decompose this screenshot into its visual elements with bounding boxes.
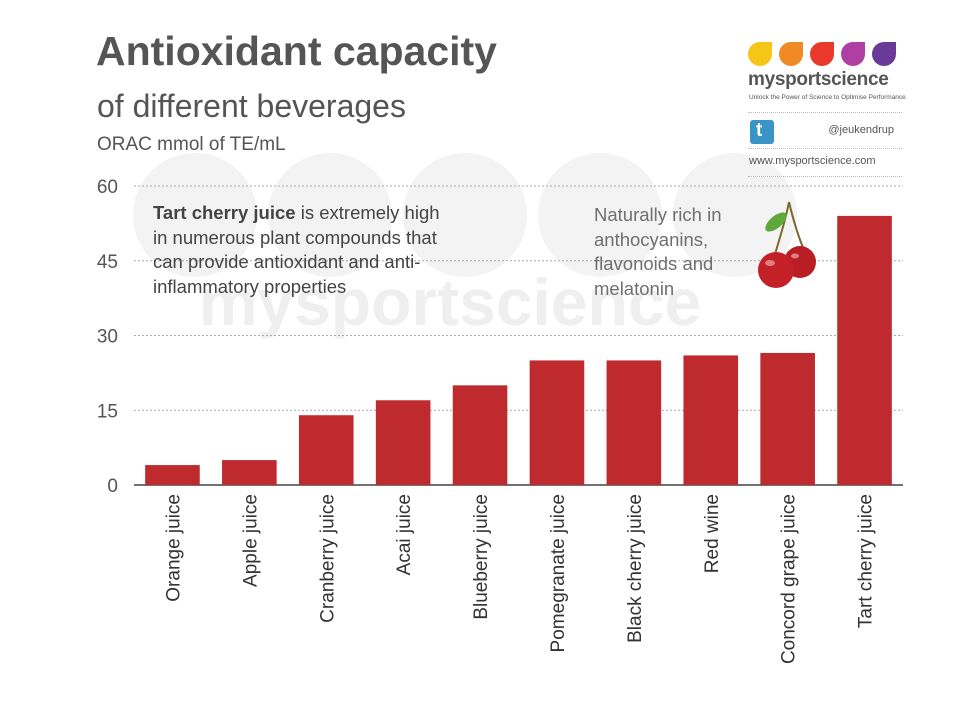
divider xyxy=(748,148,902,149)
x-tick-label: Orange juice xyxy=(163,494,184,602)
x-tick-label: Apple juice xyxy=(240,494,261,587)
bar-concord-grape-juice xyxy=(760,352,815,485)
y-tick-label: 60 xyxy=(97,177,118,198)
x-tick-label: Tart cherry juice xyxy=(856,494,877,628)
nutrient-note: Naturally rich in anthocyanins, flavonoi… xyxy=(594,204,722,299)
y-tick-label: 30 xyxy=(97,327,118,348)
x-tick-label: Acai juice xyxy=(394,494,415,575)
twitter-handle[interactable]: @jeukendrup xyxy=(828,124,894,136)
cherries-icon xyxy=(758,201,816,288)
bar-red-wine xyxy=(683,355,739,485)
brand-drop xyxy=(779,42,803,66)
website-link[interactable]: www.mysportscience.com xyxy=(749,155,876,167)
x-tick-label: Concord grape juice xyxy=(779,494,800,664)
bar-black-cherry-juice xyxy=(606,360,662,485)
brand-drop xyxy=(748,42,772,66)
divider xyxy=(748,176,902,177)
divider xyxy=(748,112,902,113)
bar-blueberry-juice xyxy=(452,385,508,485)
watermark: mysportscience xyxy=(133,153,797,339)
x-tick-label: Red wine xyxy=(702,494,723,573)
y-tick-label: 45 xyxy=(97,252,118,273)
twitter-icon[interactable]: t xyxy=(750,120,774,144)
y-tick-label: 15 xyxy=(97,401,118,422)
page-subtitle: of different beverages xyxy=(97,88,406,124)
brand-name: mysportscience xyxy=(748,69,889,90)
bar-pomegranate-juice xyxy=(529,360,585,485)
brand-tagline: Unlock the Power of Science to Optimise … xyxy=(749,94,906,101)
svg-text:mysportscience: mysportscience xyxy=(199,265,702,339)
bar-orange-juice xyxy=(145,465,200,485)
y-tick-label: 0 xyxy=(107,476,118,497)
x-tick-label: Cranberry juice xyxy=(317,494,338,623)
page-title: Antioxidant capacity xyxy=(96,28,497,74)
bar-acai-juice xyxy=(375,400,431,485)
x-tick-label: Blueberry juice xyxy=(471,494,492,620)
x-tick-label: Black cherry juice xyxy=(625,494,646,643)
brand-drop xyxy=(810,42,834,66)
brand-drop xyxy=(872,42,896,66)
brand-drop xyxy=(841,42,865,66)
tart-cherry-note-bold: Tart cherry juice xyxy=(153,202,296,223)
tart-cherry-note: Tart cherry juice is extremely high in n… xyxy=(153,201,453,299)
bar-tart-cherry-juice xyxy=(837,215,892,485)
tart-cherry-note-text: is extremely high in numerous plant comp… xyxy=(153,202,440,297)
x-tick-label: Pomegranate juice xyxy=(548,494,569,652)
unit-label: ORAC mmol of TE/mL xyxy=(97,134,286,155)
bar-apple-juice xyxy=(222,460,277,485)
bar-cranberry-juice xyxy=(298,415,354,485)
brand-logo-icon xyxy=(748,42,896,66)
